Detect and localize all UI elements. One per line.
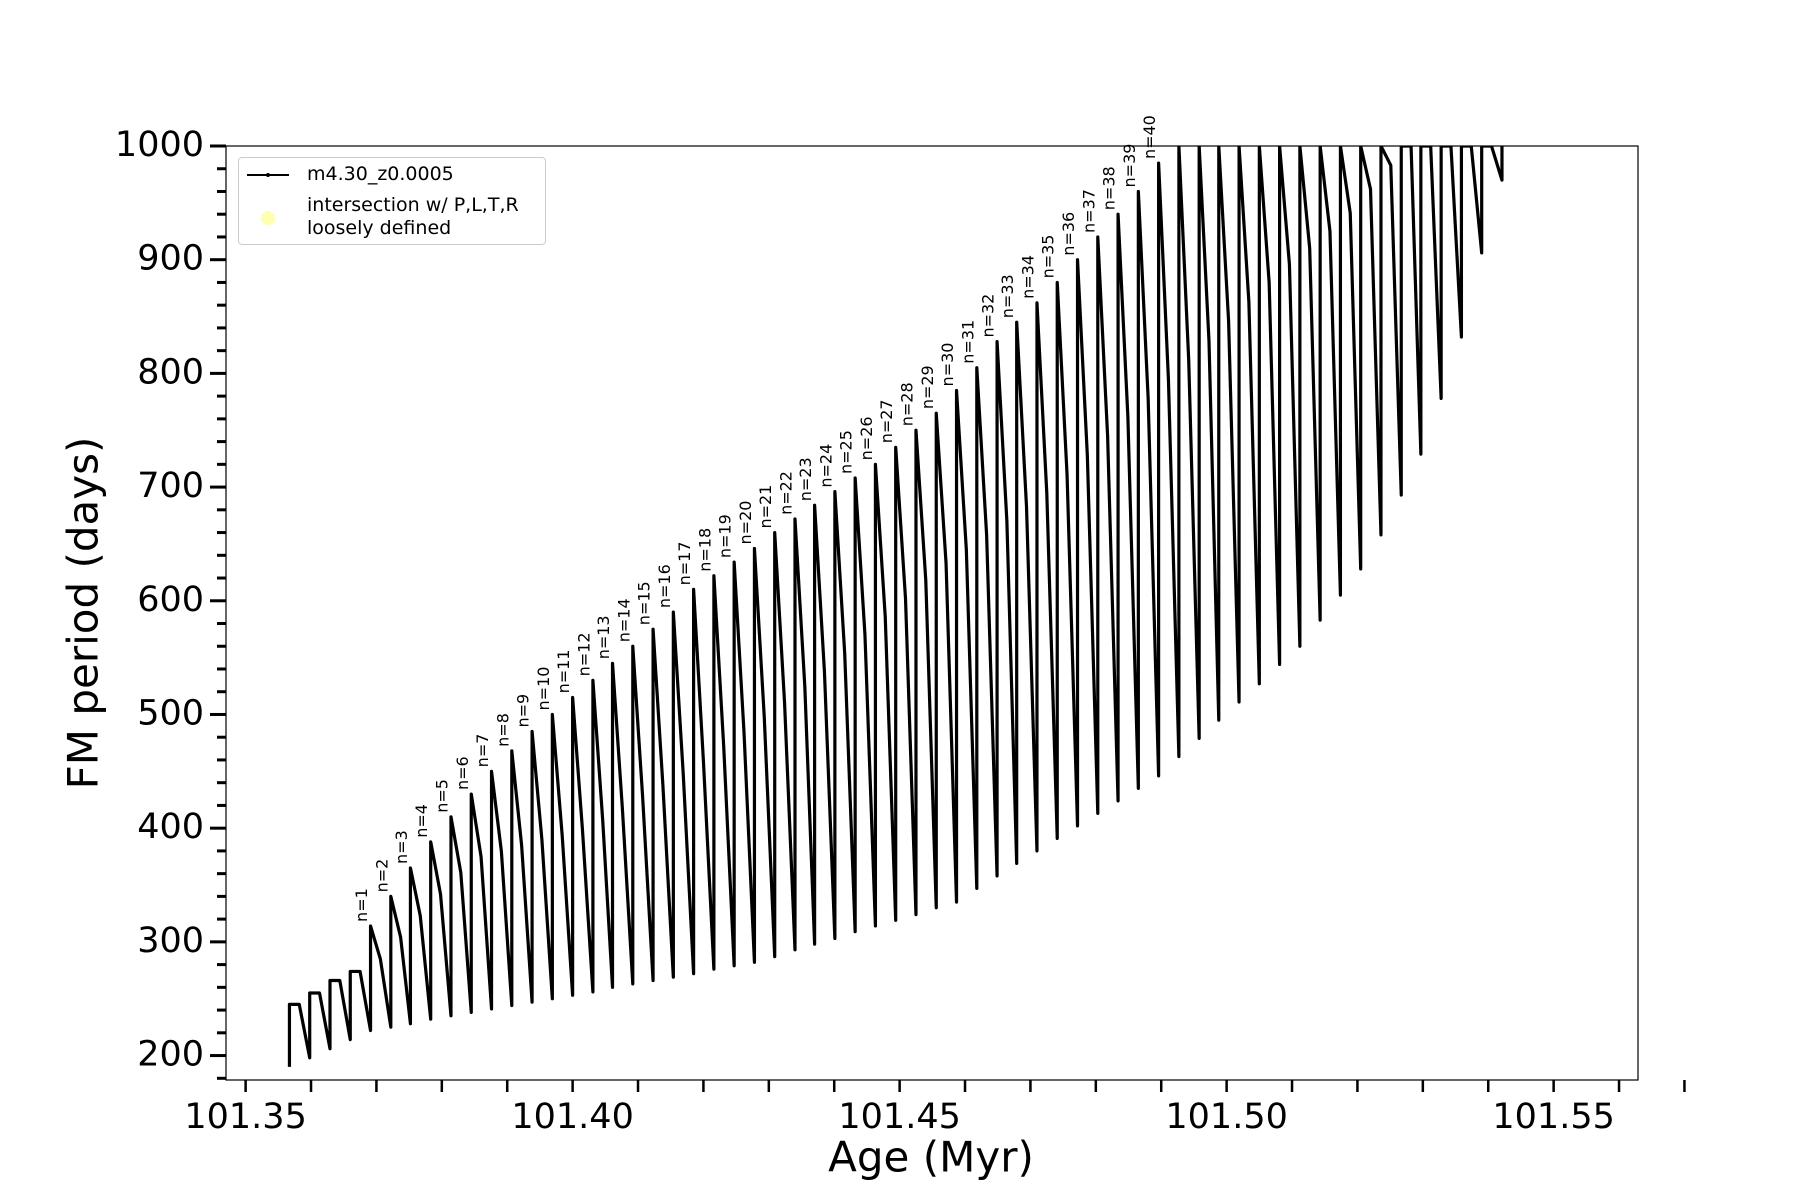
spike-label: n=22	[776, 471, 795, 515]
spike-label: n=17	[675, 542, 694, 586]
spike-label: n=36	[1059, 212, 1078, 256]
y-tick-label: 1000	[115, 125, 204, 165]
spike-label: n=33	[998, 274, 1017, 318]
legend-dot	[261, 211, 275, 225]
legend-label: m4.30_z0.0005	[307, 163, 454, 185]
spike-label: n=21	[756, 485, 775, 529]
x-tick-label: 101.35	[184, 1097, 306, 1137]
spike-label: n=3	[392, 830, 411, 864]
data-line	[287, 146, 1504, 1067]
spike-label: n=6	[453, 756, 472, 790]
legend-line-marker	[266, 173, 270, 177]
y-tick-label: 400	[137, 807, 204, 847]
spike-label: n=32	[979, 294, 998, 338]
spike-label: n=7	[473, 734, 492, 768]
spike-label: n=29	[918, 365, 937, 409]
spike-label: n=24	[816, 444, 835, 488]
spike-label: n=15	[635, 581, 654, 625]
x-tick-label: 101.55	[1492, 1097, 1614, 1137]
spike-label: n=38	[1100, 166, 1119, 210]
spike-label: n=28	[897, 382, 916, 426]
y-tick-label: 600	[137, 580, 204, 620]
spike-label: n=37	[1079, 189, 1098, 233]
spike-label: n=34	[1018, 255, 1037, 299]
y-tick-label: 200	[137, 1035, 204, 1075]
spike-label: n=9	[514, 694, 533, 728]
spike-label: n=8	[493, 713, 512, 747]
spike-label: n=19	[716, 514, 735, 558]
spike-label: n=23	[796, 457, 815, 501]
spike-label: n=13	[594, 615, 613, 659]
spike-label: n=14	[614, 598, 633, 642]
spike-label: n=12	[574, 632, 593, 676]
x-tick-label: 101.45	[838, 1097, 960, 1137]
spike-label: n=31	[958, 320, 977, 364]
spike-label: n=16	[655, 564, 674, 608]
spike-label: n=10	[534, 667, 553, 711]
legend: m4.30_z0.0005 intersection w/ P,L,T,R lo…	[238, 157, 546, 245]
x-tick-label: 101.40	[511, 1097, 633, 1137]
spike-label: n=20	[736, 501, 755, 545]
spike-label: n=40	[1140, 115, 1159, 159]
spike-label: n=39	[1120, 144, 1139, 188]
y-tick-label: 300	[137, 921, 204, 961]
y-tick-label: 500	[137, 693, 204, 733]
spike-label: n=26	[857, 416, 876, 460]
legend-label: intersection w/ P,L,T,R loosely defined	[307, 194, 519, 239]
spike-label: n=11	[554, 650, 573, 694]
x-axis-label: Age (Myr)	[828, 1133, 1034, 1182]
y-tick-label: 700	[137, 466, 204, 506]
spike-label: n=25	[837, 430, 856, 474]
spike-label: n=2	[372, 859, 391, 893]
spike-label: n=27	[877, 399, 896, 443]
spike-label: n=35	[1039, 235, 1058, 279]
y-axis-label: FM period (days)	[59, 437, 108, 790]
legend-markers	[247, 173, 289, 225]
spike-label: n=18	[695, 528, 714, 572]
plot-frame	[225, 145, 1639, 1081]
spike-label: n=1	[352, 888, 371, 922]
spike-label: n=4	[412, 804, 431, 838]
y-tick-label: 900	[137, 239, 204, 279]
spike-label: n=5	[432, 779, 451, 813]
y-tick-label: 800	[137, 352, 204, 392]
x-tick-label: 101.50	[1165, 1097, 1287, 1137]
spike-label: n=30	[938, 343, 957, 387]
